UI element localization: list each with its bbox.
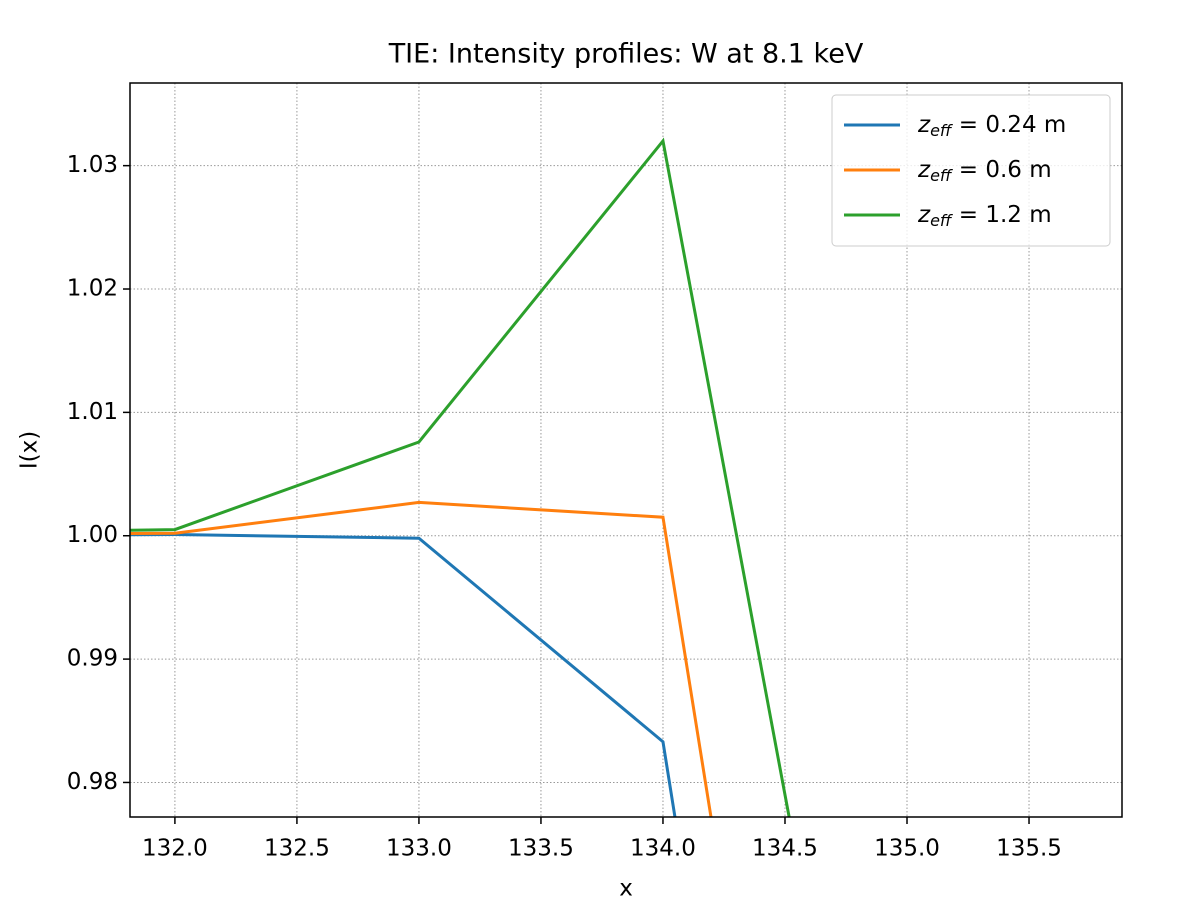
x-tick-label: 133.5: [508, 836, 574, 862]
legend-label: zeff = 0.6 m: [917, 157, 1052, 185]
y-tick-label: 1.02: [67, 276, 118, 302]
legend-box: [831, 94, 1111, 247]
y-tick-label: 1.00: [67, 522, 118, 548]
data-line: [130, 500, 713, 817]
x-tick-label: 132.0: [142, 836, 208, 862]
x-tick-label: 132.5: [264, 836, 330, 862]
data-line: [130, 137, 791, 817]
legend-label: zeff = 0.24 m: [917, 112, 1066, 140]
y-tick-label: 1.01: [67, 399, 118, 425]
y-tick-label: 0.98: [67, 769, 118, 795]
x-tick-label: 134.5: [752, 836, 818, 862]
x-axis-label: x: [619, 876, 633, 902]
plot-area: [130, 137, 791, 817]
plot-frame: [129, 82, 1123, 818]
x-tick-label: 133.0: [386, 836, 452, 862]
x-tick-label: 135.5: [996, 836, 1062, 862]
legend-label: zeff = 1.2 m: [917, 202, 1052, 230]
y-axis-label: I(x): [17, 431, 43, 469]
x-tick-label: 135.0: [874, 836, 940, 862]
x-tick-label: 134.0: [630, 836, 696, 862]
data-line: [130, 533, 677, 817]
y-tick-label: 1.03: [67, 152, 118, 178]
chart-title: TIE: Intensity profiles: W at 8.1 keV: [388, 39, 864, 70]
y-tick-label: 0.99: [67, 646, 118, 672]
